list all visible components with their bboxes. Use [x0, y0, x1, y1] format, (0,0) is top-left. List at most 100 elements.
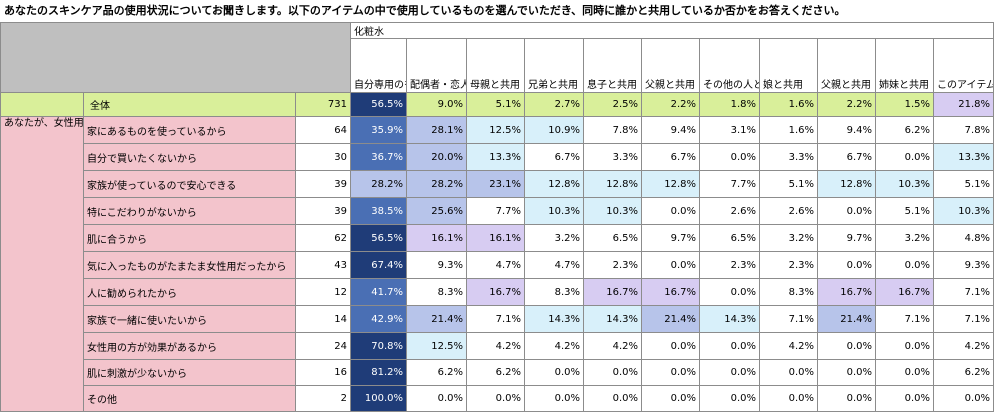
column-header: 父親と共用 [817, 38, 877, 93]
data-cell: 0.0% [641, 385, 701, 412]
data-cell: 10.9% [524, 116, 585, 144]
table-row: その他 2 100.0% 0.0% 0.0% 0.0% 0.0% 0.0% 0.0% 0.0% 0.… [1, 385, 995, 412]
data-cell: 21.8% [933, 92, 995, 117]
data-cell: 10.3% [933, 197, 995, 225]
data-cell: 7.1% [933, 305, 995, 333]
data-cell: 2.6% [759, 197, 819, 225]
data-cell: 4.2% [933, 332, 995, 360]
row-count: 30 [294, 143, 352, 171]
data-cell: 0.0% [759, 359, 819, 386]
data-cell: 2.3% [699, 251, 761, 279]
row-count: 16 [294, 359, 352, 386]
data-cell: 13.3% [466, 143, 526, 171]
data-cell: 21.4% [817, 305, 877, 333]
data-cell: 0.0% [699, 278, 761, 306]
data-cell: 0.0% [641, 332, 701, 360]
data-cell: 0.0% [875, 332, 935, 360]
data-cell: 7.7% [699, 170, 761, 198]
data-cell: 7.1% [466, 305, 526, 333]
row-label: その他 [83, 385, 296, 412]
data-cell: 20.0% [406, 143, 468, 171]
data-cell: 0.0% [875, 251, 935, 279]
data-cell: 0.0% [583, 385, 643, 412]
data-cell: 16.7% [817, 278, 877, 306]
data-cell: 25.6% [406, 197, 468, 225]
column-header: 姉妹と共用 [875, 38, 935, 93]
data-cell: 7.8% [933, 116, 995, 144]
data-cell: 100.0% [350, 385, 408, 412]
data-cell: 56.5% [350, 224, 408, 252]
row-label: 家族が使っているので安心できる [83, 170, 296, 198]
data-cell: 12.8% [641, 170, 701, 198]
column-header: 配偶者・恋人・パートナーと共用 [406, 38, 468, 93]
data-cell: 3.2% [524, 224, 585, 252]
column-header: 兄弟と共用 [524, 38, 585, 93]
row-label: 気に入ったものがたまたま女性用だったから [83, 251, 296, 279]
data-cell: 2.3% [583, 251, 643, 279]
data-cell: 9.3% [406, 251, 468, 279]
data-cell: 81.2% [350, 359, 408, 386]
total-row-count: 731 [294, 92, 352, 117]
data-cell: 0.0% [933, 385, 995, 412]
data-cell: 9.7% [641, 224, 701, 252]
data-cell: 5.1% [875, 197, 935, 225]
data-cell: 0.0% [699, 359, 761, 386]
data-cell: 3.3% [759, 143, 819, 171]
column-group-label: 化粧水 [350, 22, 995, 39]
data-cell: 28.1% [406, 116, 468, 144]
data-cell: 0.0% [583, 359, 643, 386]
row-group-label: あなたが、女性用の化粧品を使用する理由を選んでください。 [0, 116, 84, 412]
table-row: 家族が使っているので安心できる 39 28.2% 28.2% 23.1% 12.8% 12.… [1, 170, 995, 198]
data-cell: 9.4% [641, 116, 701, 144]
row-label: 肌に刺激が少ないから [83, 359, 296, 386]
data-cell: 8.3% [759, 278, 819, 306]
data-cell: 36.7% [350, 143, 408, 171]
data-cell: 35.9% [350, 116, 408, 144]
data-cell: 10.3% [524, 197, 585, 225]
data-cell: 21.4% [406, 305, 468, 333]
data-cell: 14.3% [524, 305, 585, 333]
data-cell: 0.0% [699, 385, 761, 412]
data-cell: 0.0% [817, 197, 877, 225]
data-cell: 0.0% [699, 332, 761, 360]
column-header: 娘と共用 [759, 38, 819, 93]
data-cell: 0.0% [641, 359, 701, 386]
data-cell: 6.2% [875, 116, 935, 144]
data-cell: 3.1% [699, 116, 761, 144]
table-row: 肌に刺激が少ないから 16 81.2% 6.2% 6.2% 0.0% 0.0% 0.0% 0.0… [1, 359, 995, 386]
data-cell: 28.2% [350, 170, 408, 198]
data-cell: 7.1% [759, 305, 819, 333]
table-row: あなたが、女性用の化粧品を使用する理由を選んでください。家にあるものを使っている… [0, 116, 995, 412]
data-cell: 70.8% [350, 332, 408, 360]
data-cell: 12.5% [466, 116, 526, 144]
column-header: 母親と共用 [466, 38, 526, 93]
row-label: 肌に合うから [83, 224, 296, 252]
total-row-spacer [0, 92, 84, 117]
data-cell: 9.7% [817, 224, 877, 252]
data-cell: 0.0% [875, 359, 935, 386]
data-cell: 12.8% [583, 170, 643, 198]
data-cell: 10.3% [875, 170, 935, 198]
table-row: 家族で一緒に使いたいから 14 42.9% 21.4% 7.1% 14.3% 14.3% 21… [1, 305, 995, 333]
row-count: 14 [294, 305, 352, 333]
data-cell: 3.2% [875, 224, 935, 252]
column-header: 自分専用のものを使用 [350, 38, 408, 93]
crosstab-table: 化粧水自分専用のものを使用配偶者・恋人・パートナーと共用母親と共用兄弟と共用息子… [0, 22, 995, 412]
row-label: 家にあるものを使っているから [83, 116, 296, 144]
data-cell: 0.0% [466, 385, 526, 412]
data-cell: 6.7% [817, 143, 877, 171]
data-cell: 7.8% [583, 116, 643, 144]
total-row: 全体 731 56.5% 9.0% 5.1% 2.7% 2.5% 2.2% 1.8% 1.6% 2.… [0, 92, 995, 117]
column-header: このアイテムは使用していない [933, 38, 995, 93]
data-cell: 16.7% [641, 278, 701, 306]
data-cell: 1.5% [875, 92, 935, 117]
data-cell: 4.8% [933, 224, 995, 252]
data-cell: 6.7% [641, 143, 701, 171]
data-cell: 14.3% [583, 305, 643, 333]
data-cell: 6.5% [583, 224, 643, 252]
data-cell: 4.7% [466, 251, 526, 279]
data-cell: 2.6% [699, 197, 761, 225]
total-row-label: 全体 [83, 92, 296, 117]
data-cell: 6.2% [406, 359, 468, 386]
row-label: 人に勧められたから [83, 278, 296, 306]
